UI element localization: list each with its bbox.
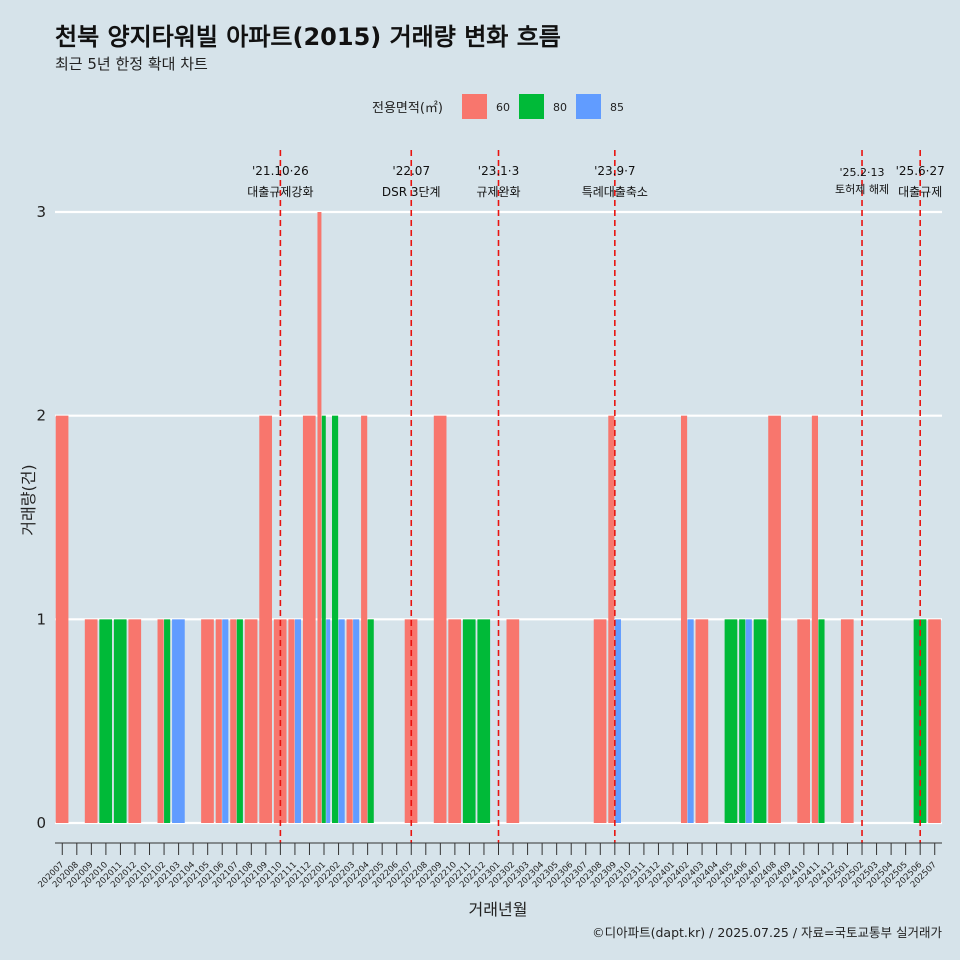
bar-202010-80	[99, 619, 113, 823]
event-date-label: '22.07	[392, 164, 430, 178]
y-axis: 0 1 2 3	[36, 203, 46, 832]
bar-202108-60	[244, 619, 258, 823]
bar-202107-60	[230, 619, 237, 823]
legend-title: 전용면적(㎡)	[372, 101, 443, 116]
bar-202106-85	[222, 619, 229, 823]
bar-202202-85	[338, 619, 345, 823]
bar-202103-85	[172, 619, 185, 823]
bar-202203-60	[346, 619, 353, 823]
bar-202405-80	[724, 619, 738, 823]
bar-202111-85	[294, 619, 302, 823]
legend-label-80: 80	[553, 101, 567, 114]
event-text-label: 규제완화	[476, 185, 520, 199]
y-tick-label: 2	[36, 407, 46, 425]
event-date-label: '23.9·7	[594, 164, 635, 178]
bar-202201-60	[317, 212, 322, 823]
bar-202007-60	[55, 415, 69, 823]
x-axis: 2020072020082020092020102020112020122021…	[36, 842, 942, 890]
event-date-label: '25.2·13	[840, 166, 885, 179]
bar-202402-60	[680, 415, 688, 823]
bar-202102-80	[164, 619, 171, 823]
bar-202309-85	[614, 619, 621, 823]
bar-202309-60	[608, 415, 615, 823]
bar-202212-80	[477, 619, 491, 823]
bar-202106-60	[215, 619, 222, 823]
bar-202507-60	[928, 619, 941, 823]
bar-202209-60	[433, 415, 447, 823]
event-text-label: DSR 3단계	[382, 185, 441, 199]
legend-label-85: 85	[610, 101, 624, 114]
bar-202009-60	[84, 619, 98, 823]
bar-202406-85	[745, 619, 752, 823]
bar-202202-80	[332, 415, 339, 823]
legend-swatch-85	[576, 94, 601, 119]
bar-202411-60	[811, 415, 819, 823]
x-axis-title: 거래년월	[469, 900, 528, 919]
legend-swatch-80	[519, 94, 544, 119]
y-tick-label: 1	[36, 610, 46, 628]
y-axis-title: 거래량(건)	[19, 464, 38, 535]
chart-subtitle: 최근 5년 한정 확대 차트	[55, 55, 208, 73]
bar-202308-60	[593, 619, 607, 823]
bar-202107-80	[236, 619, 243, 823]
y-tick-label: 0	[36, 814, 46, 832]
bar-202211-80	[462, 619, 476, 823]
bar-202501-60	[840, 619, 854, 823]
bar-202402-85	[687, 619, 694, 823]
event-date-label: '23.1·3	[478, 164, 519, 178]
bar-202403-60	[695, 619, 709, 823]
bar-202411-80	[818, 619, 825, 823]
y-tick-label: 3	[36, 203, 46, 221]
bar-202201-85	[326, 619, 331, 823]
bar-202204-60	[361, 415, 368, 823]
event-lines	[279, 150, 921, 843]
legend-swatch-60	[462, 94, 487, 119]
bar-202011-80	[113, 619, 127, 823]
bar-202112-60	[302, 415, 316, 823]
legend: 전용면적(㎡) 60 80 85	[372, 94, 624, 119]
bar-202109-60	[259, 415, 272, 823]
bar-202406-80	[739, 619, 746, 823]
legend-label-60: 60	[496, 101, 510, 114]
bar-202210-60	[448, 619, 462, 823]
bar-202012-60	[128, 619, 142, 823]
event-text-label: 특례대출축소	[582, 185, 648, 199]
bar-202204-80	[367, 619, 374, 823]
bar-202302-60	[506, 619, 520, 823]
bar-202111-60	[288, 619, 295, 823]
chart-title: 천북 양지타워빌 아파트(2015) 거래량 변화 흐름	[55, 23, 561, 51]
bar-202105-60	[201, 619, 214, 823]
bar-202102-60	[157, 619, 164, 823]
event-date-label: '21.10·26	[252, 164, 309, 178]
event-text-label: 대출규제	[898, 185, 942, 199]
bar-202201-80	[321, 415, 326, 823]
event-annotations: '21.10·26 대출규제강화 '22.07 DSR 3단계 '23.1·3 규제완화 '…	[247, 164, 944, 199]
event-text-label: 토허제 해제	[835, 182, 889, 196]
bar-202203-85	[353, 619, 360, 823]
event-text-label: 대출규제강화	[247, 185, 313, 199]
bar-202407-80	[753, 619, 767, 823]
chart-caption: ©디아파트(dapt.kr) / 2025.07.25 / 자료=국토교통부 실…	[592, 925, 942, 940]
bars	[55, 212, 941, 823]
event-date-label: '25.6·27	[896, 164, 945, 178]
bar-202410-60	[797, 619, 811, 823]
bar-202408-60	[768, 415, 781, 823]
